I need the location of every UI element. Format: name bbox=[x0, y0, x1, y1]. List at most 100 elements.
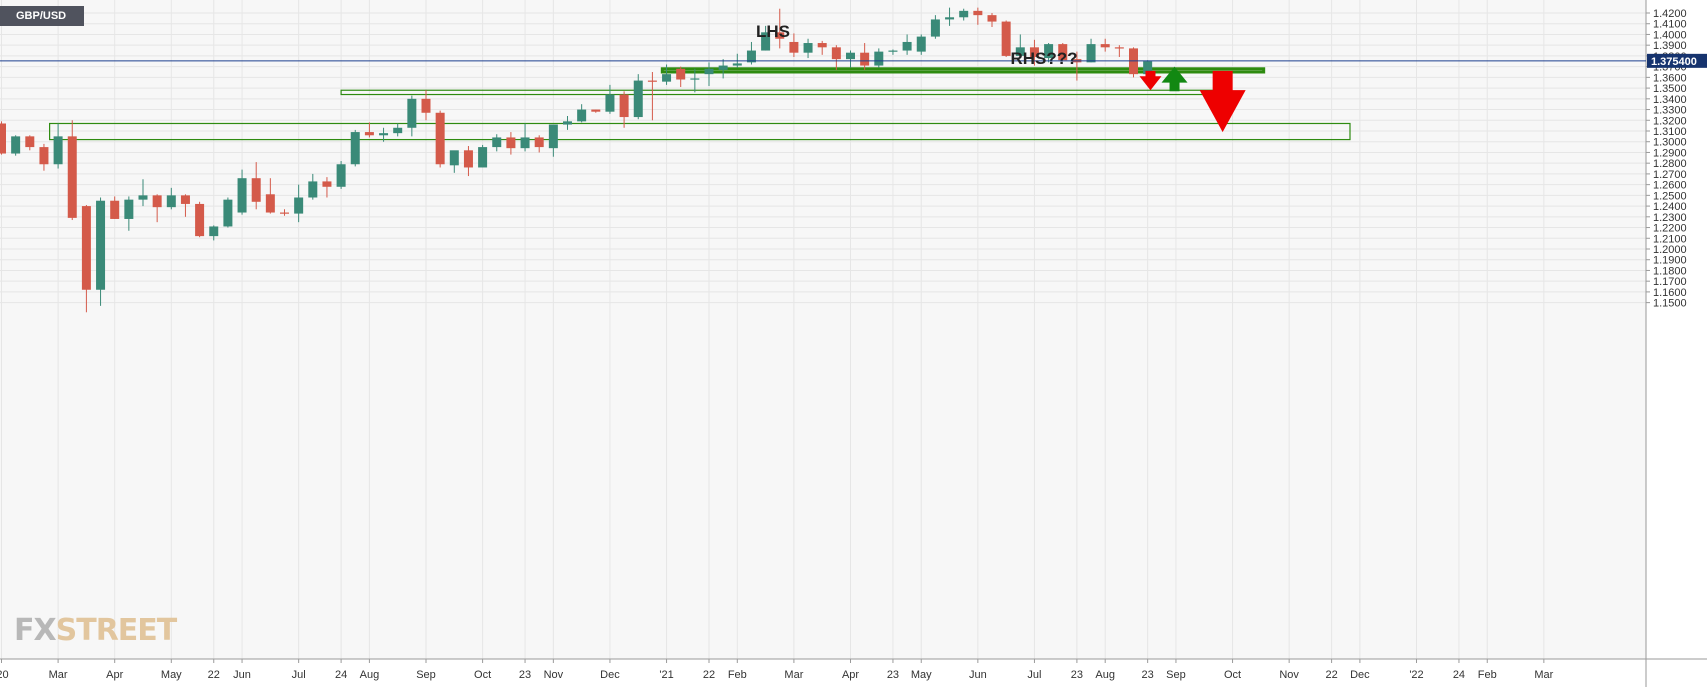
candle-body bbox=[449, 150, 459, 166]
down-arrow bbox=[1199, 70, 1246, 133]
y-tick-label: 1.3400 bbox=[1653, 94, 1687, 106]
candle-body bbox=[39, 147, 49, 165]
candle-body bbox=[280, 212, 289, 214]
candle-body bbox=[435, 112, 445, 165]
candle-body bbox=[237, 178, 247, 213]
candle-body bbox=[591, 109, 601, 112]
x-tick-label: May bbox=[161, 669, 182, 681]
lhs-label: LHS bbox=[756, 22, 790, 41]
candle-body bbox=[379, 133, 389, 136]
symbol-label: GBP/USD bbox=[0, 6, 84, 26]
x-tick-label: Mar bbox=[784, 669, 803, 681]
x-tick-label: Mar bbox=[49, 669, 68, 681]
y-tick-label: 1.2900 bbox=[1653, 147, 1687, 159]
candle-body bbox=[902, 41, 912, 51]
x-tick-label: Feb bbox=[1478, 669, 1497, 681]
candle-body bbox=[959, 10, 969, 18]
y-tick-label: 1.3200 bbox=[1653, 115, 1687, 127]
candle-body bbox=[308, 181, 318, 198]
x-tick-label: Nov bbox=[544, 669, 564, 681]
candle-body bbox=[803, 43, 813, 53]
x-tick-label: Jun bbox=[969, 669, 987, 681]
candle-body bbox=[350, 132, 360, 165]
candle-body bbox=[110, 200, 120, 219]
y-tick-label: 1.4100 bbox=[1653, 19, 1687, 31]
x-tick-label: 22 bbox=[1325, 669, 1337, 681]
candle-body bbox=[987, 15, 997, 22]
candle-body bbox=[1001, 21, 1011, 56]
x-tick-label: 23 bbox=[1071, 669, 1083, 681]
candle-body bbox=[775, 32, 785, 39]
candle-body bbox=[463, 150, 473, 168]
x-tick-label: Dec bbox=[600, 669, 620, 681]
candle-body bbox=[81, 206, 91, 290]
candle-body bbox=[916, 36, 926, 52]
x-tick-label: Apr bbox=[842, 669, 859, 681]
candle-body bbox=[732, 63, 742, 66]
candle-body bbox=[1100, 44, 1110, 48]
candle-body bbox=[1114, 47, 1124, 49]
candle-body bbox=[563, 121, 572, 125]
support-zone bbox=[49, 122, 1351, 141]
y-tick-label: 1.3300 bbox=[1653, 105, 1687, 117]
candle-body bbox=[662, 74, 672, 82]
candle-body bbox=[817, 43, 827, 48]
candle-body bbox=[478, 147, 488, 168]
candle-body bbox=[577, 109, 587, 122]
x-tick-label: '20 bbox=[0, 669, 9, 681]
candle-body bbox=[860, 52, 870, 66]
last-price-label-bg bbox=[1647, 53, 1707, 68]
y-tick-label: 1.1900 bbox=[1653, 255, 1687, 267]
candle-body bbox=[138, 195, 148, 200]
candle-body bbox=[761, 32, 771, 51]
candle-body bbox=[973, 10, 983, 16]
x-tick-label: Jul bbox=[1027, 669, 1041, 681]
y-tick-label: 1.1500 bbox=[1653, 298, 1687, 310]
y-tick-label: 1.2300 bbox=[1653, 212, 1687, 224]
x-tick-label: Jul bbox=[292, 669, 306, 681]
candle-body bbox=[874, 51, 884, 66]
candle-body bbox=[831, 47, 841, 60]
candle-body bbox=[166, 195, 176, 208]
down-arrow bbox=[1139, 70, 1162, 91]
x-tick-label: 24 bbox=[335, 669, 347, 681]
y-tick-label: 1.2500 bbox=[1653, 190, 1687, 202]
candle-body bbox=[180, 195, 190, 204]
y-tick-label: 1.1600 bbox=[1653, 287, 1687, 299]
candle-body bbox=[534, 137, 544, 148]
candle-body bbox=[704, 68, 714, 75]
x-tick-label: 24 bbox=[1453, 669, 1465, 681]
candle-body bbox=[633, 80, 643, 118]
candle-body bbox=[492, 137, 502, 148]
x-tick-label: Sep bbox=[1166, 669, 1186, 681]
x-tick-label: Sep bbox=[416, 669, 436, 681]
x-tick-label: '22 bbox=[1409, 669, 1423, 681]
x-tick-label: May bbox=[911, 669, 932, 681]
candle-body bbox=[67, 136, 77, 218]
y-tick-label: 1.1700 bbox=[1653, 276, 1687, 288]
candle-body bbox=[294, 197, 304, 214]
candle-body bbox=[1044, 44, 1054, 59]
last-price-label: 1.375400 bbox=[1651, 56, 1697, 68]
candle-body bbox=[265, 194, 275, 213]
candle-body bbox=[945, 17, 955, 20]
x-tick-label: Nov bbox=[1279, 669, 1299, 681]
y-tick-label: 1.2000 bbox=[1653, 244, 1687, 256]
x-tick-label: 22 bbox=[703, 669, 715, 681]
y-tick-label: 1.2400 bbox=[1653, 201, 1687, 213]
x-tick-label: Jun bbox=[233, 669, 251, 681]
candle-body bbox=[393, 127, 403, 134]
y-tick-label: 1.2800 bbox=[1653, 158, 1687, 170]
candle-body bbox=[195, 203, 205, 237]
y-tick-label: 1.3500 bbox=[1653, 83, 1687, 95]
candle-body bbox=[930, 19, 940, 37]
candle-body bbox=[53, 136, 63, 165]
x-tick-label: Oct bbox=[1224, 669, 1241, 681]
x-tick-label: Aug bbox=[1095, 669, 1115, 681]
y-tick-label: 1.3900 bbox=[1653, 40, 1687, 52]
candle-body bbox=[11, 136, 21, 154]
candle-body bbox=[548, 124, 558, 149]
candle-body bbox=[209, 226, 219, 237]
